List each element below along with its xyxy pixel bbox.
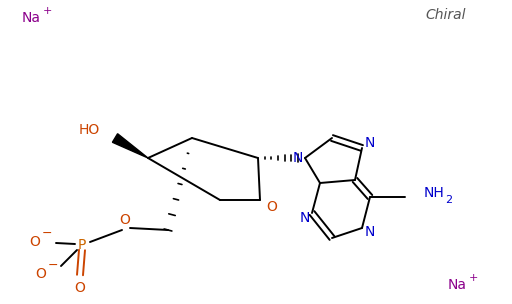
Text: P: P (78, 238, 86, 252)
Text: N: N (365, 136, 375, 150)
Text: O: O (35, 267, 46, 281)
Text: +: + (43, 6, 52, 16)
Text: 2: 2 (445, 195, 452, 205)
Text: O: O (267, 200, 278, 214)
Text: N: N (365, 225, 375, 239)
Text: Na: Na (448, 278, 467, 292)
Text: HO: HO (79, 123, 100, 137)
Text: NH: NH (424, 186, 445, 200)
Text: Chiral: Chiral (425, 8, 465, 22)
Text: O: O (29, 235, 40, 249)
Text: +: + (469, 273, 478, 283)
Text: −: − (48, 258, 58, 271)
Polygon shape (113, 134, 148, 158)
Text: Na: Na (22, 11, 41, 25)
Text: O: O (75, 281, 86, 295)
Text: O: O (120, 213, 131, 227)
Text: N: N (300, 211, 310, 225)
Text: −: − (42, 226, 52, 240)
Text: N: N (293, 151, 303, 165)
